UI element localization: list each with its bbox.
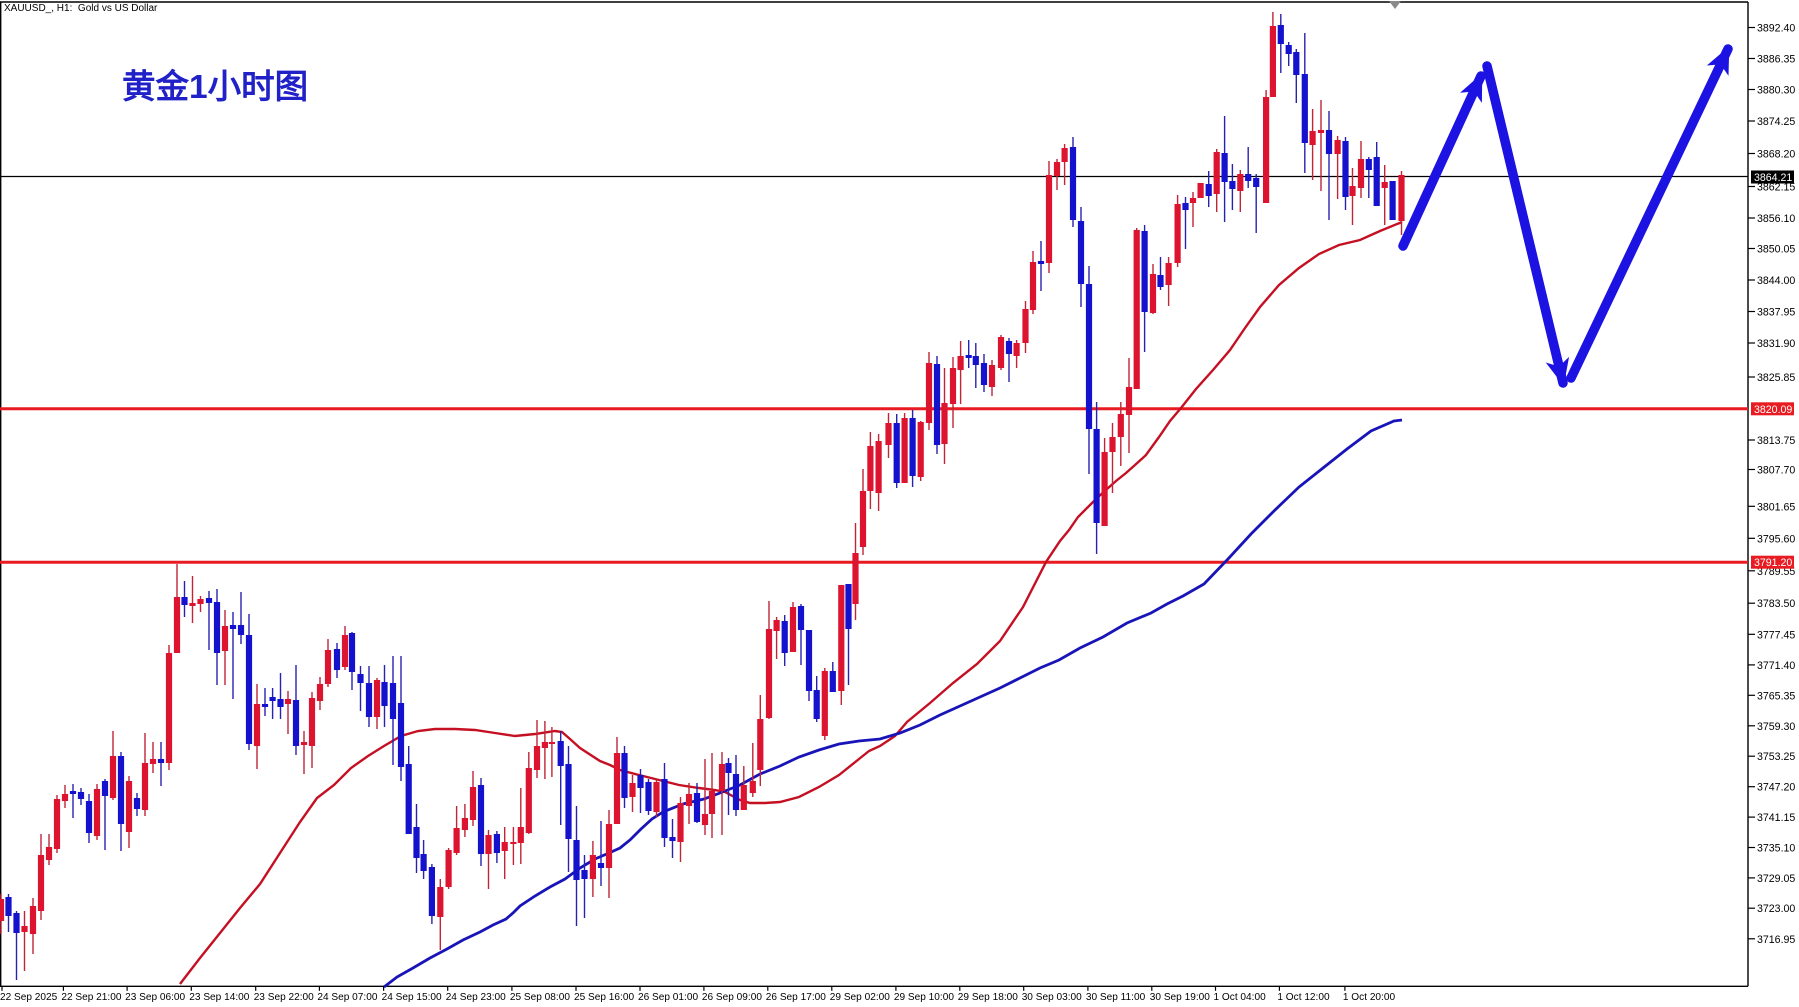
svg-text:3747.20: 3747.20	[1757, 782, 1795, 794]
svg-text:23 Sep 06:00: 23 Sep 06:00	[125, 992, 185, 1003]
svg-text:3864.21: 3864.21	[1754, 172, 1792, 184]
svg-text:24 Sep 23:00: 24 Sep 23:00	[446, 992, 506, 1003]
svg-text:3820.09: 3820.09	[1754, 404, 1792, 416]
svg-text:1 Oct 20:00: 1 Oct 20:00	[1343, 992, 1396, 1003]
svg-text:3886.35: 3886.35	[1757, 54, 1795, 66]
svg-text:24 Sep 07:00: 24 Sep 07:00	[317, 992, 377, 1003]
svg-text:3741.15: 3741.15	[1757, 812, 1795, 824]
svg-text:3771.40: 3771.40	[1757, 660, 1795, 672]
svg-text:29 Sep 18:00: 29 Sep 18:00	[958, 992, 1018, 1003]
svg-text:1 Oct 12:00: 1 Oct 12:00	[1277, 992, 1330, 1003]
svg-text:30 Sep 19:00: 30 Sep 19:00	[1150, 992, 1210, 1003]
svg-text:23 Sep 22:00: 23 Sep 22:00	[254, 992, 314, 1003]
svg-text:25 Sep 08:00: 25 Sep 08:00	[510, 992, 570, 1003]
svg-text:22 Sep 21:00: 22 Sep 21:00	[61, 992, 121, 1003]
svg-text:25 Sep 16:00: 25 Sep 16:00	[574, 992, 634, 1003]
svg-text:23 Sep 14:00: 23 Sep 14:00	[189, 992, 249, 1003]
svg-text:3813.75: 3813.75	[1757, 435, 1795, 447]
svg-text:26 Sep 01:00: 26 Sep 01:00	[638, 992, 698, 1003]
svg-text:3723.00: 3723.00	[1757, 903, 1795, 915]
svg-text:26 Sep 09:00: 26 Sep 09:00	[702, 992, 762, 1003]
svg-text:3807.70: 3807.70	[1757, 465, 1795, 477]
svg-text:3735.10: 3735.10	[1757, 843, 1795, 855]
svg-text:3789.55: 3789.55	[1757, 566, 1795, 578]
svg-text:3783.50: 3783.50	[1757, 598, 1795, 610]
svg-text:26 Sep 17:00: 26 Sep 17:00	[766, 992, 826, 1003]
svg-text:3844.00: 3844.00	[1757, 275, 1795, 287]
svg-text:3892.40: 3892.40	[1757, 23, 1795, 35]
svg-text:3850.05: 3850.05	[1757, 244, 1795, 256]
svg-text:XAUUSD_, H1: Gold vs US Dolla: XAUUSD_, H1: Gold vs US Dollar	[4, 3, 158, 14]
svg-text:3880.30: 3880.30	[1757, 85, 1795, 97]
svg-text:29 Sep 10:00: 29 Sep 10:00	[894, 992, 954, 1003]
svg-text:22 Sep 2025: 22 Sep 2025	[0, 992, 58, 1003]
svg-text:3777.45: 3777.45	[1757, 629, 1795, 641]
svg-text:3716.95: 3716.95	[1757, 934, 1795, 946]
svg-text:24 Sep 15:00: 24 Sep 15:00	[382, 992, 442, 1003]
svg-text:30 Sep 11:00: 30 Sep 11:00	[1086, 992, 1146, 1003]
svg-text:3791.20: 3791.20	[1754, 557, 1792, 569]
svg-text:3753.25: 3753.25	[1757, 751, 1795, 763]
svg-text:3795.60: 3795.60	[1757, 533, 1795, 545]
svg-text:3874.25: 3874.25	[1757, 116, 1795, 128]
svg-text:3868.20: 3868.20	[1757, 149, 1795, 161]
svg-text:3856.10: 3856.10	[1757, 213, 1795, 225]
svg-text:3862.15: 3862.15	[1757, 182, 1795, 194]
svg-text:黄金1小时图: 黄金1小时图	[122, 68, 308, 106]
svg-text:3837.95: 3837.95	[1757, 307, 1795, 319]
svg-text:3759.30: 3759.30	[1757, 721, 1795, 733]
svg-text:3825.85: 3825.85	[1757, 372, 1795, 384]
svg-text:3765.35: 3765.35	[1757, 690, 1795, 702]
svg-text:1 Oct 04:00: 1 Oct 04:00	[1214, 992, 1267, 1003]
svg-text:3831.90: 3831.90	[1757, 338, 1795, 350]
svg-text:3729.05: 3729.05	[1757, 873, 1795, 885]
svg-text:29 Sep 02:00: 29 Sep 02:00	[830, 992, 890, 1003]
svg-text:3801.65: 3801.65	[1757, 501, 1795, 513]
svg-text:30 Sep 03:00: 30 Sep 03:00	[1022, 992, 1082, 1003]
